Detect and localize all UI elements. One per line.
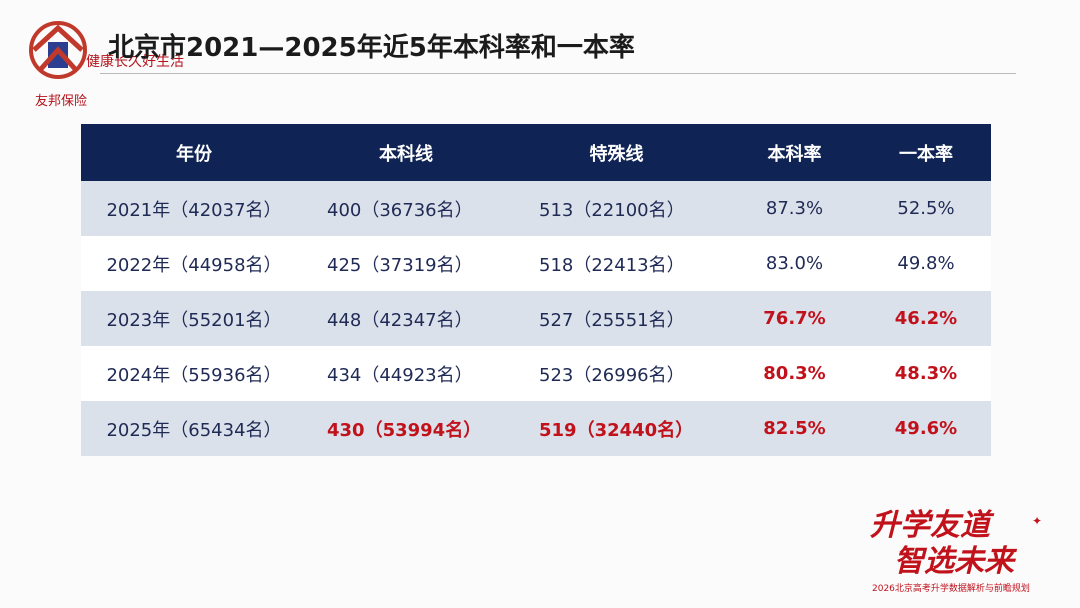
cell-year: 2021年（42037名） bbox=[106, 199, 282, 221]
cell-tier1-rate: 46.2% bbox=[894, 308, 958, 329]
cell-year: 2022年（44958名） bbox=[106, 254, 282, 276]
brand-mark: 升学友道 智选未来 ✦ 2026北京高考升学数据解析与前瞻规划 bbox=[860, 500, 1050, 600]
cell-special-line: 513（22100名） bbox=[539, 199, 685, 221]
logo-caption: 友邦保险 bbox=[35, 94, 88, 109]
cell-year: 2025年（65434名） bbox=[106, 419, 282, 441]
cell-special-line: 523（26996名） bbox=[539, 364, 685, 386]
cell-undergrad-rate: 76.7% bbox=[763, 308, 826, 329]
logo-slogan: 健康长久好生活 bbox=[86, 54, 184, 70]
title-divider bbox=[100, 73, 1016, 74]
cell-undergrad-line: 434（44923名） bbox=[327, 364, 473, 386]
aia-logo-icon bbox=[29, 21, 87, 79]
header-undergrad-rate: 本科率 bbox=[767, 143, 822, 165]
brand-line1: 升学友道 bbox=[870, 508, 990, 543]
cell-tier1-rate: 52.5% bbox=[897, 198, 955, 219]
cell-tier1-rate: 49.8% bbox=[897, 253, 955, 274]
header-tier1-rate: 一本率 bbox=[899, 143, 953, 165]
admission-rate-table: 年份 本科线 特殊线 本科率 一本率 2021年（42037名） 400（367… bbox=[81, 124, 991, 456]
cell-undergrad-rate: 82.5% bbox=[763, 418, 826, 439]
cell-tier1-rate: 49.6% bbox=[894, 418, 958, 439]
cell-undergrad-line: 448（42347名） bbox=[327, 309, 473, 331]
table-row: 2023年（55201名） 448（42347名） 527（25551名） 76… bbox=[81, 291, 991, 346]
table-row: 2022年（44958名） 425（37319名） 518（22413名） 83… bbox=[81, 236, 991, 291]
table-row: 2025年（65434名） 430（53994名） 519（32440名） 82… bbox=[81, 401, 991, 456]
table-header: 年份 本科线 特殊线 本科率 一本率 bbox=[81, 124, 991, 181]
header-special-line: 特殊线 bbox=[589, 143, 644, 165]
brand-subtitle: 2026北京高考升学数据解析与前瞻规划 bbox=[872, 584, 1030, 594]
cell-year: 2024年（55936名） bbox=[106, 364, 282, 386]
star-icon: ✦ bbox=[1032, 514, 1043, 528]
table-row: 2021年（42037名） 400（36736名） 513（22100名） 87… bbox=[81, 181, 991, 236]
cell-undergrad-line: 400（36736名） bbox=[327, 199, 473, 221]
cell-undergrad-rate: 80.3% bbox=[763, 363, 826, 384]
cell-special-line: 518（22413名） bbox=[539, 254, 685, 276]
cell-special-line: 527（25551名） bbox=[539, 309, 685, 331]
cell-special-line: 519（32440名） bbox=[539, 419, 694, 441]
cell-undergrad-line: 430（53994名） bbox=[327, 419, 482, 441]
cell-undergrad-rate: 83.0% bbox=[765, 253, 824, 274]
page-title: 北京市2021—2025年近5年本科率和一本率 bbox=[108, 33, 635, 63]
cell-year: 2023年（55201名） bbox=[106, 309, 282, 331]
header-undergrad-line: 本科线 bbox=[379, 143, 433, 165]
cell-undergrad-rate: 87.3% bbox=[765, 198, 824, 219]
brand-line2: 智选未来 bbox=[894, 544, 1014, 579]
aia-logo bbox=[22, 20, 102, 84]
cell-tier1-rate: 48.3% bbox=[894, 363, 958, 384]
header-year: 年份 bbox=[176, 143, 212, 165]
cell-undergrad-line: 425（37319名） bbox=[327, 254, 473, 276]
table-row: 2024年（55936名） 434（44923名） 523（26996名） 80… bbox=[81, 346, 991, 401]
